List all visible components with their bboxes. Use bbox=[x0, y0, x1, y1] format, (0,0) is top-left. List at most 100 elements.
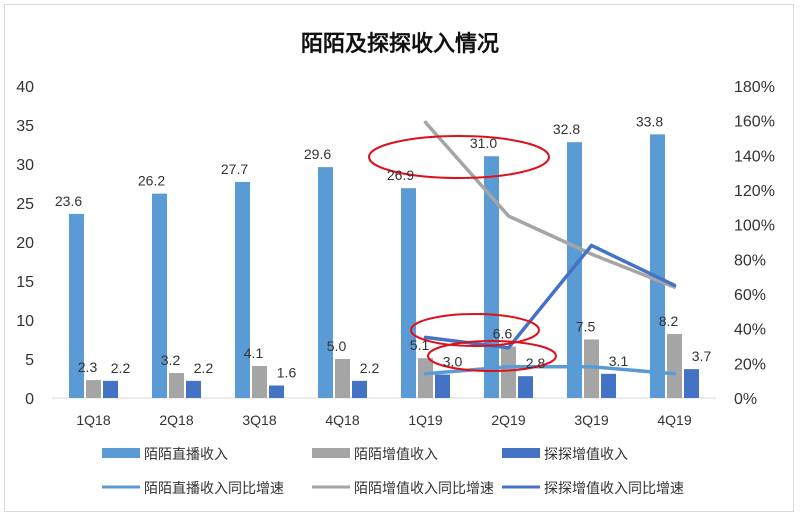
y-tick-right: 20% bbox=[734, 356, 766, 373]
data-label: 4.1 bbox=[244, 345, 264, 361]
bar bbox=[152, 193, 167, 398]
bar bbox=[401, 188, 416, 398]
legend-swatch bbox=[102, 448, 140, 458]
y-tick-right: 160% bbox=[734, 114, 775, 131]
bar bbox=[86, 380, 101, 398]
bar bbox=[484, 156, 499, 398]
y-tick-right: 120% bbox=[734, 183, 775, 200]
y-tick-left: 30 bbox=[16, 157, 34, 174]
y-tick-right: 180% bbox=[734, 79, 775, 96]
data-label: 3.2 bbox=[161, 352, 181, 368]
data-label: 26.2 bbox=[138, 173, 165, 189]
category-label: 2Q19 bbox=[491, 412, 525, 428]
category-label: 1Q18 bbox=[76, 412, 110, 428]
data-label: 2.3 bbox=[78, 359, 98, 375]
y-tick-right: 140% bbox=[734, 148, 775, 165]
bar bbox=[584, 339, 599, 398]
data-label: 1.6 bbox=[277, 365, 297, 381]
data-label: 2.2 bbox=[111, 360, 131, 376]
data-label: 3.0 bbox=[443, 354, 463, 370]
data-label: 5.1 bbox=[410, 337, 430, 353]
data-label: 27.7 bbox=[221, 161, 248, 177]
bar bbox=[650, 134, 665, 399]
line-series bbox=[423, 120, 677, 289]
y-axis-left: 0 5 10 15 20 25 30 35 40 bbox=[16, 79, 34, 408]
y-tick-right: 100% bbox=[734, 218, 775, 235]
annotation-group bbox=[368, 135, 557, 372]
legend-label: 探探增值收入同比增速 bbox=[544, 481, 684, 497]
y-tick-left: 20 bbox=[16, 235, 34, 252]
y-tick-right: 60% bbox=[734, 287, 766, 304]
data-label: 6.6 bbox=[493, 326, 513, 342]
highlight-ellipse bbox=[427, 340, 557, 372]
y-tick-left: 35 bbox=[16, 118, 34, 135]
data-label: 23.6 bbox=[55, 193, 82, 209]
data-label: 31.0 bbox=[470, 135, 497, 151]
bar bbox=[252, 366, 267, 398]
category-label: 1Q19 bbox=[408, 412, 442, 428]
bar-group bbox=[69, 134, 699, 399]
legend-label: 陌陌增值收入同比增速 bbox=[354, 481, 494, 497]
legend-label: 陌陌直播收入 bbox=[144, 446, 228, 463]
legend-swatch bbox=[312, 448, 350, 458]
y-tick-right: 40% bbox=[734, 322, 766, 339]
bar bbox=[169, 373, 184, 398]
data-label: 2.2 bbox=[194, 360, 214, 376]
category-label: 2Q18 bbox=[159, 412, 193, 428]
y-tick-left: 0 bbox=[25, 391, 34, 408]
data-label: 26.9 bbox=[387, 167, 414, 183]
bar bbox=[103, 380, 118, 398]
bar bbox=[435, 374, 450, 398]
data-label: 3.1 bbox=[609, 353, 629, 369]
bar bbox=[567, 142, 582, 398]
bar bbox=[186, 380, 201, 398]
y-tick-left: 25 bbox=[16, 196, 34, 213]
bar bbox=[235, 181, 250, 398]
legend-label: 陌陌增值收入 bbox=[354, 447, 438, 463]
y-tick-left: 15 bbox=[16, 274, 34, 291]
bar bbox=[601, 373, 616, 398]
bar bbox=[518, 376, 533, 398]
data-label: 8.2 bbox=[659, 313, 679, 329]
line-series bbox=[423, 243, 677, 350]
y-tick-right: 0% bbox=[734, 391, 757, 408]
data-label-group: 23.6 26.2 27.7 29.6 26.9 31.0 32.8 33.8 2.3 3.2 4.… bbox=[55, 113, 712, 380]
data-label: 2.2 bbox=[360, 360, 380, 376]
bar bbox=[684, 369, 699, 398]
y-tick-left: 10 bbox=[16, 313, 34, 330]
data-label: 5.0 bbox=[327, 338, 347, 354]
category-label: 4Q18 bbox=[325, 412, 359, 428]
bar bbox=[501, 346, 516, 398]
line-group bbox=[423, 120, 677, 376]
chart-title: 陌陌及探探收入情况 bbox=[300, 32, 499, 57]
data-label: 7.5 bbox=[576, 319, 596, 335]
data-label: 3.7 bbox=[692, 348, 712, 364]
chart-frame bbox=[4, 4, 794, 512]
highlight-ellipse bbox=[368, 135, 550, 179]
legend-label: 探探增值收入 bbox=[544, 447, 628, 463]
highlight-ellipse bbox=[410, 313, 540, 347]
y-tick-right: 80% bbox=[734, 252, 766, 269]
bar bbox=[69, 213, 84, 398]
data-label: 32.8 bbox=[553, 121, 580, 137]
data-label: 2.8 bbox=[526, 355, 546, 371]
y-tick-left: 5 bbox=[25, 352, 34, 369]
data-label: 33.8 bbox=[636, 113, 663, 129]
bar bbox=[318, 167, 333, 398]
category-label: 4Q19 bbox=[657, 412, 691, 428]
y-axis-right: 0% 20% 40% 60% 80% 100% 120% 140% 160% 180% bbox=[734, 79, 775, 408]
data-label: 29.6 bbox=[304, 146, 331, 162]
bar bbox=[667, 334, 682, 398]
y-tick-left: 40 bbox=[16, 79, 34, 96]
bar bbox=[352, 380, 367, 398]
legend-label: 陌陌直播收入同比增速 bbox=[144, 480, 284, 497]
bar bbox=[269, 385, 284, 398]
category-label: 3Q19 bbox=[574, 412, 608, 428]
legend-swatch bbox=[502, 448, 540, 458]
bar bbox=[418, 358, 433, 398]
bar bbox=[335, 359, 350, 398]
category-labels: 1Q18 2Q18 3Q18 4Q18 1Q19 2Q19 3Q19 4Q19 bbox=[76, 412, 691, 428]
category-label: 3Q18 bbox=[242, 412, 276, 428]
